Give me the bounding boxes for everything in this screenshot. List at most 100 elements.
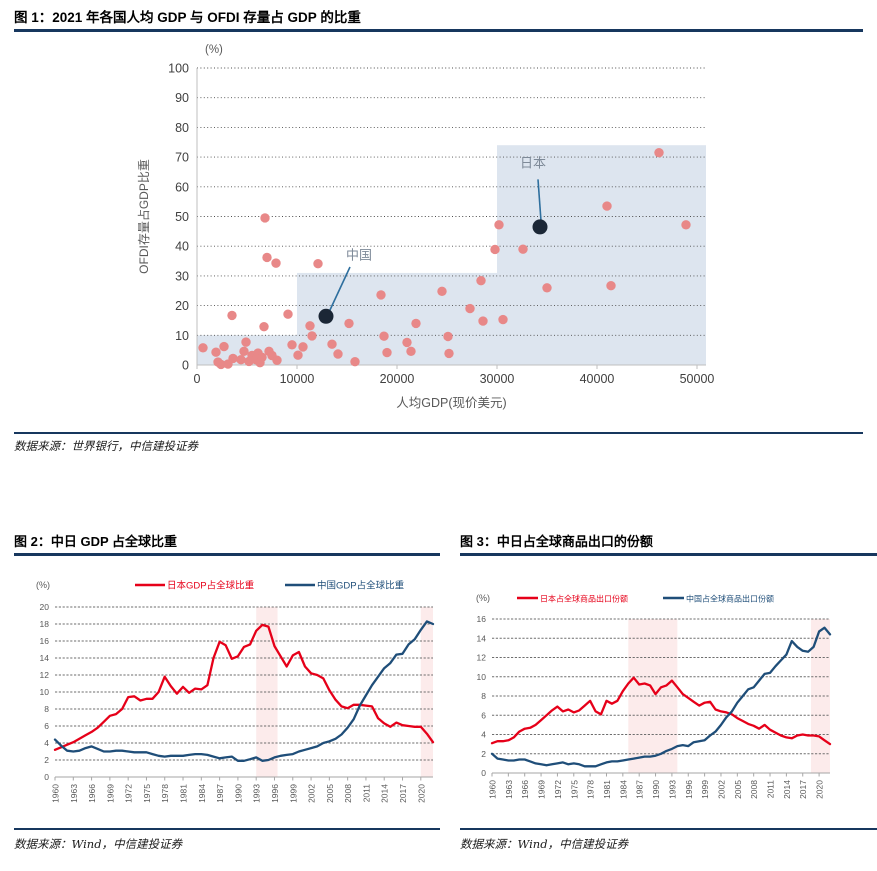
fig1-scatter-chart: 0 10 20 30 40 50 60 70 80 90 100 0 10000 20000 30000 40… (136, 44, 715, 410)
country-point (239, 346, 249, 357)
x-tick-label: 2011 (361, 784, 371, 803)
country-point (271, 258, 281, 268)
country-point (262, 252, 272, 263)
y-tick-label: 8 (44, 704, 49, 714)
x-axis-title: 人均GDP(现价美元) (396, 396, 506, 410)
legend-label: 日本GDP占全球比重 (167, 580, 255, 592)
y-tick-label: 40 (175, 240, 189, 254)
country-point (542, 283, 552, 293)
y-tick-label: 0 (182, 359, 189, 373)
figure3-title: 图 3：中日占全球商品出口的份额 (460, 534, 653, 549)
x-tick-label: 2008 (343, 784, 353, 803)
figure2-title-rule (14, 553, 440, 556)
country-point (494, 220, 504, 230)
y-tick-label: 12 (477, 653, 487, 663)
country-point (333, 349, 343, 359)
series-line (53, 623, 435, 751)
country-point (313, 259, 323, 269)
figure2-title: 图 2：中日 GDP 占全球比重 (14, 534, 178, 549)
country-point (198, 343, 208, 353)
x-tick-label: 2017 (398, 784, 408, 803)
x-tick-label: 1966 (87, 784, 97, 803)
figure1-source: 数据来源：世界银行，中信建投证券 (14, 439, 198, 453)
x-tick-label: 2002 (716, 780, 726, 799)
income-band-region (497, 145, 706, 365)
y-tick-label: 100 (168, 62, 189, 76)
series-line (53, 620, 435, 762)
x-tick-label: 1966 (520, 780, 530, 799)
legend-label: 日本占全球商品出口份额 (540, 594, 628, 604)
y-tick-label: 20 (175, 299, 189, 313)
figure3-title-rule (460, 553, 877, 556)
x-tick-label: 50000 (680, 372, 715, 386)
x-tick-label: 1978 (586, 780, 596, 799)
country-point (227, 310, 237, 321)
y-tick-label: 80 (175, 121, 189, 135)
x-tick-label: 1993 (252, 784, 262, 803)
x-tick-label: 1999 (288, 784, 298, 803)
x-tick-label: 1981 (179, 784, 189, 803)
country-point (216, 359, 226, 370)
x-tick-label: 1969 (105, 784, 115, 803)
x-tick-label: 0 (194, 372, 201, 386)
country-point (478, 316, 488, 326)
x-tick-label: 1996 (270, 784, 280, 803)
y-tick-label: 14 (40, 653, 50, 663)
country-point (219, 341, 229, 352)
x-tick-label: 20000 (380, 372, 415, 386)
x-tick-label: 1990 (651, 780, 661, 799)
country-point (518, 244, 528, 254)
x-tick-label: 40000 (580, 372, 615, 386)
highlight-point (532, 219, 548, 235)
x-tick-label: 1984 (618, 780, 628, 799)
country-point (681, 220, 691, 230)
y-tick-label: 60 (175, 180, 189, 194)
x-tick-label: 2011 (766, 780, 776, 799)
x-tick-label: 1975 (569, 780, 579, 799)
x-tick-label: 1960 (51, 784, 61, 803)
y-unit-label: (%) (476, 593, 490, 603)
x-tick-label: 2002 (307, 784, 317, 803)
country-point (211, 347, 221, 357)
country-point (411, 318, 421, 329)
x-tick-label: 1987 (215, 784, 225, 803)
figure1-source-rule (14, 432, 863, 434)
country-point (298, 342, 308, 352)
figure1-title-rule (14, 29, 863, 32)
country-point (293, 350, 303, 360)
legend-label: 中国GDP占全球比重 (317, 580, 405, 592)
country-point (287, 340, 297, 350)
country-point (437, 286, 447, 297)
y-axis-title: OFDI存量占GDP比重 (136, 159, 151, 274)
x-tick-label: 2014 (782, 780, 792, 799)
country-point (228, 353, 238, 364)
x-tick-label: 1990 (233, 784, 243, 803)
country-point (490, 244, 500, 255)
country-point (465, 303, 475, 314)
x-tick-label: 1981 (602, 780, 612, 799)
series-line (490, 676, 832, 746)
x-tick-label: 1996 (684, 780, 694, 799)
y-tick-label: 12 (40, 670, 50, 680)
y-tick-label: 2 (44, 755, 49, 765)
x-tick-label: 30000 (480, 372, 515, 386)
x-tick-label: 2014 (380, 784, 390, 803)
x-tick-label: 1987 (635, 780, 645, 799)
y-tick-label: 14 (477, 633, 487, 643)
country-point (476, 275, 486, 286)
country-point (444, 348, 454, 359)
y-unit-label: (%) (36, 580, 50, 590)
y-tick-label: 50 (175, 210, 189, 224)
x-tick-label: 1972 (553, 780, 563, 799)
x-tick-label: 1978 (160, 784, 170, 803)
y-tick-label: 16 (40, 636, 50, 646)
figure2-source-rule (14, 828, 440, 830)
country-point (350, 357, 360, 367)
x-tick-label: 1972 (124, 784, 134, 803)
y-tick-label: 8 (481, 691, 486, 701)
y-tick-label: 30 (175, 269, 189, 283)
y-tick-label: 6 (44, 721, 49, 731)
x-tick-label: 1963 (504, 780, 514, 799)
country-point (241, 337, 251, 347)
